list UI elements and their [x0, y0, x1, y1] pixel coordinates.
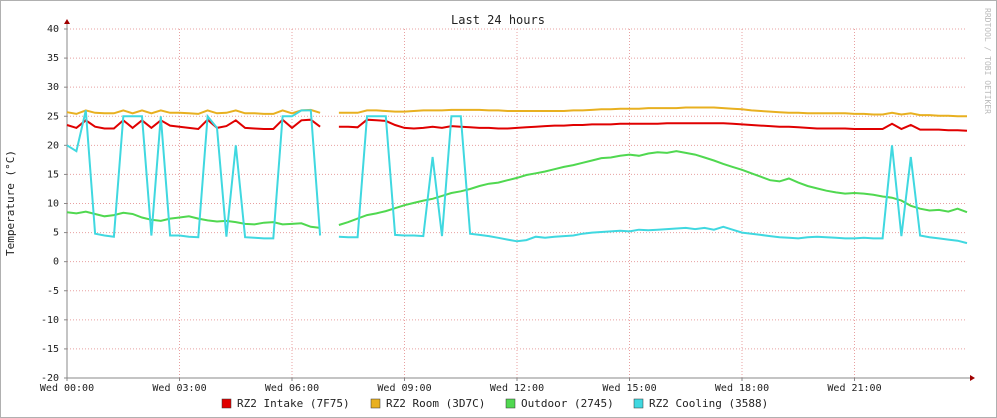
- series-line: [338, 115, 968, 245]
- y-tick-label: 10: [47, 199, 59, 210]
- legend-label: RZ2 Cooling (3588): [649, 397, 768, 410]
- y-tick-label: 5: [53, 228, 59, 239]
- y-tick-label: 30: [47, 82, 59, 93]
- y-tick-label: 25: [47, 111, 59, 122]
- x-tick-label: Wed 12:00: [490, 383, 544, 394]
- y-tick-label: -5: [47, 286, 59, 297]
- series-line: [338, 150, 968, 226]
- series-line: [66, 118, 321, 131]
- legend-label: RZ2 Room (3D7C): [386, 397, 485, 410]
- legend-swatch: [505, 398, 516, 409]
- x-tick-label: Wed 03:00: [152, 383, 206, 394]
- y-tick-label: 15: [47, 169, 59, 180]
- y-tick-label: -10: [41, 315, 59, 326]
- x-tick-label: Wed 09:00: [377, 383, 431, 394]
- y-tick-label: -20: [41, 373, 59, 384]
- axis-arrow: [64, 19, 70, 24]
- legend-swatch: [221, 398, 232, 409]
- x-tick-label: Wed 00:00: [40, 383, 94, 394]
- series-line: [338, 118, 968, 132]
- y-tick-label: 40: [47, 24, 59, 35]
- y-tick-label: -15: [41, 344, 59, 355]
- y-tick-label: 35: [47, 53, 59, 64]
- series-line: [66, 109, 322, 240]
- x-tick-label: Wed 15:00: [602, 383, 656, 394]
- series-line: [66, 210, 321, 229]
- watermark: RRDTOOL / TOBI OETIKER: [983, 8, 992, 114]
- chart-title: Last 24 hours: [451, 13, 545, 27]
- legend-label: Outdoor (2745): [521, 397, 614, 410]
- x-tick-label: Wed 06:00: [265, 383, 319, 394]
- series-line: [66, 108, 321, 115]
- legend-swatch: [370, 398, 381, 409]
- y-axis-label: Temperature (°C): [4, 150, 17, 256]
- legend-swatch: [633, 398, 644, 409]
- x-tick-label: Wed 21:00: [827, 383, 881, 394]
- y-tick-label: 20: [47, 140, 59, 151]
- y-tick-label: 0: [53, 257, 59, 268]
- legend-label: RZ2 Intake (7F75): [237, 397, 350, 410]
- axis-arrow: [970, 375, 975, 381]
- series-line: [338, 106, 967, 118]
- x-tick-label: Wed 18:00: [715, 383, 769, 394]
